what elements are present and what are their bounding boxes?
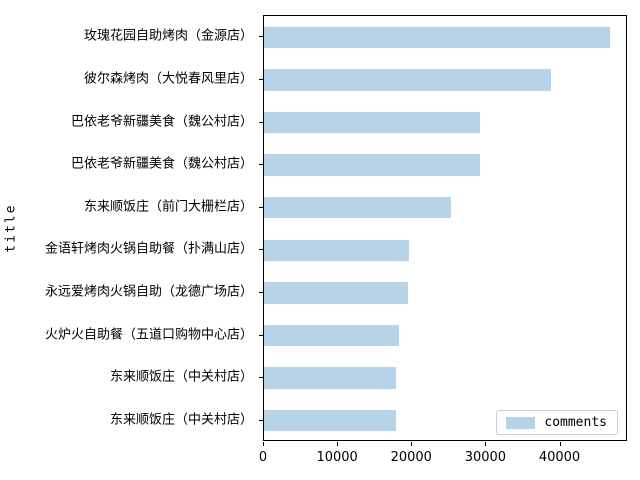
y-tick-label: 巴依老爷新疆美食（魏公村店）	[70, 156, 253, 172]
x-tick-label: 0	[258, 450, 268, 465]
bar	[264, 154, 480, 176]
y-tick-mark	[259, 334, 263, 336]
y-tick-label: 火炉火自助餐（五道口购物中心店）	[44, 327, 253, 342]
x-tick-label: 40000	[538, 450, 581, 465]
plot-area	[263, 15, 627, 441]
bar	[264, 367, 396, 389]
y-tick-label: 东来顺饭庄（前门大栅栏店）	[83, 199, 253, 215]
legend-swatch-icon	[506, 416, 536, 429]
bar	[264, 239, 410, 261]
y-tick-mark	[259, 291, 263, 293]
y-tick-mark	[259, 377, 263, 379]
x-tick-mark	[485, 442, 487, 446]
y-tick-mark	[259, 36, 263, 38]
y-tick-label: 东来顺饭庄（中关村店）	[109, 412, 253, 428]
y-tick-label: 金语轩烤肉火锅自助餐（扑满山店）	[44, 241, 253, 257]
bar	[264, 197, 451, 219]
y-tick-mark	[259, 419, 263, 421]
y-tick-mark	[259, 78, 263, 80]
y-tick-mark	[259, 206, 263, 208]
x-tick-mark	[559, 442, 561, 446]
y-tick-mark	[259, 121, 263, 123]
x-tick-mark	[411, 442, 413, 446]
bar	[264, 410, 396, 432]
y-tick-label: 永远爱烤肉火锅自助（龙德广场店）	[44, 284, 253, 300]
x-tick-label: 30000	[464, 450, 507, 465]
x-tick-mark	[263, 442, 264, 446]
bar	[264, 26, 611, 48]
bar	[264, 282, 408, 304]
x-tick-mark	[337, 442, 339, 446]
y-tick-label: 东来顺饭庄（中关村店）	[109, 369, 253, 385]
y-tick-label: 巴依老爷新疆美食（魏公村店）	[70, 114, 253, 129]
x-tick-label: 10000	[316, 450, 358, 465]
bar	[264, 324, 399, 347]
legend: comments	[496, 410, 618, 435]
bar	[264, 111, 480, 134]
y-tick-mark	[259, 164, 263, 166]
y-tick-label: 彼尔森烤肉（大悦春风里店）	[83, 71, 253, 87]
bar	[264, 69, 551, 91]
x-tick-label: 20000	[390, 450, 432, 465]
y-tick-label: 玫瑰花园自助烤肉（金源店）	[83, 28, 253, 44]
legend-label: comments	[544, 415, 607, 430]
y-tick-mark	[259, 249, 263, 251]
